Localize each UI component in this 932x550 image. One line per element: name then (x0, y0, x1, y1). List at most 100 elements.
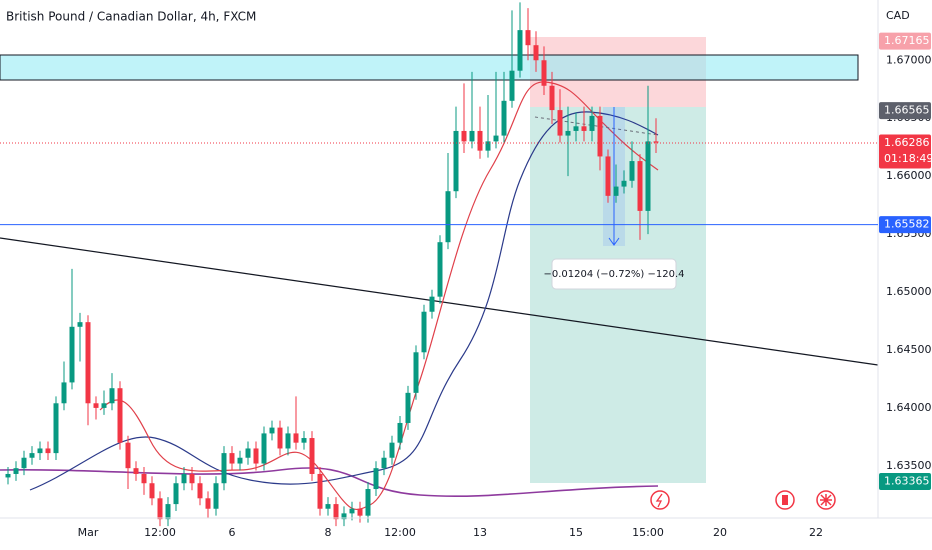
candle-body (341, 513, 347, 520)
candle-body (373, 468, 379, 490)
candle-body (173, 483, 179, 505)
candle-body (445, 191, 451, 243)
candle-body (421, 311, 427, 353)
candle-body (533, 45, 539, 61)
candle-body (125, 442, 131, 469)
y-axis-label: CAD (886, 9, 910, 22)
x-tick-label: 12:00 (144, 526, 176, 539)
uk-flag (820, 494, 832, 506)
candle-body (613, 186, 619, 196)
candle-body (389, 442, 395, 458)
x-tick-label: 20 (713, 526, 727, 539)
candle-body (501, 100, 507, 136)
candle-body (525, 30, 531, 46)
candle-body (349, 508, 355, 514)
candle-body (189, 473, 195, 484)
candle-body (485, 141, 491, 151)
candle-body (405, 392, 411, 423)
entry-line (534, 116, 659, 136)
price-badge-label: 1.66286 (884, 136, 930, 149)
measure-box (551, 258, 677, 290)
candle-body (109, 388, 115, 404)
candle-body (205, 498, 211, 509)
trendline (0, 237, 879, 366)
candle-body (261, 433, 267, 464)
candle-body (13, 468, 19, 474)
candle-body (101, 403, 107, 408)
price-badge (879, 134, 931, 169)
event-icon[interactable] (650, 490, 670, 510)
price-badge (879, 102, 931, 120)
x-tick-label: 15 (569, 526, 583, 539)
candle-body (213, 483, 219, 509)
candle-body (397, 422, 403, 443)
candle-body (93, 403, 99, 408)
candle-body (149, 483, 155, 499)
candle-body (357, 508, 363, 516)
candle-body (557, 110, 563, 136)
target-zone (530, 107, 706, 483)
price-badge (879, 216, 931, 234)
candle-body (77, 322, 83, 327)
candle-body (317, 473, 323, 509)
candle-body (637, 161, 643, 211)
candle-body (117, 388, 123, 443)
countdown: 01:18:49 (884, 152, 932, 165)
candle-body (5, 473, 11, 478)
candle-body (21, 457, 27, 469)
candle-body (365, 489, 371, 516)
candle-body (53, 403, 59, 454)
candle-body (301, 438, 307, 443)
candle-body (477, 130, 483, 151)
candle-body (461, 130, 467, 142)
candle-body (293, 433, 299, 443)
candle-body (157, 498, 163, 520)
candle-body (549, 85, 555, 111)
x-tick-label: 12:00 (384, 526, 416, 539)
candle-body (309, 438, 315, 474)
y-tick-label: 1.64000 (886, 401, 932, 414)
y-tick-label: 1.64500 (886, 343, 932, 356)
measure-arrowhead (608, 237, 620, 246)
candle-body (165, 504, 171, 520)
canada-flag (782, 495, 788, 505)
chart-title: British Pound / Canadian Dollar, 4h, FXC… (6, 10, 256, 24)
candle-body (245, 448, 251, 458)
candle-body (69, 326, 75, 383)
candle-body (45, 448, 51, 454)
price-badge-label: 1.66565 (884, 104, 930, 117)
candle-body (237, 457, 243, 464)
y-tick-label: 1.65000 (886, 285, 932, 298)
candle-body (517, 30, 523, 71)
y-tick-label: 1.67000 (886, 53, 932, 66)
price-badge-label: 1.63365 (884, 474, 930, 487)
candle-body (589, 115, 595, 131)
candle-body (541, 60, 547, 86)
x-tick-label: 13 (473, 526, 487, 539)
candle-body (437, 242, 443, 297)
price-badge-label: 1.65582 (884, 218, 930, 231)
zone (0, 54, 859, 81)
candle-body (61, 382, 67, 404)
candle-body (597, 115, 603, 157)
candle-body (37, 448, 43, 454)
candle-body (629, 161, 635, 181)
x-tick-label: 15:00 (632, 526, 664, 539)
candle-body (269, 427, 275, 434)
candle-body (645, 141, 651, 211)
candle-body (253, 448, 259, 464)
price-badge (879, 32, 931, 50)
y-tick-label: 1.63500 (886, 459, 932, 472)
candle-body (325, 504, 331, 509)
x-tick-label: Mar (78, 526, 99, 539)
candle-body (381, 457, 387, 469)
candle-body (133, 468, 139, 474)
candle-body (581, 126, 587, 131)
candle-body (429, 296, 435, 312)
x-tick-label: 22 (809, 526, 823, 539)
candle-body (565, 130, 571, 136)
candle-body (573, 126, 579, 131)
candle-body (285, 433, 291, 449)
candle-body (181, 473, 187, 484)
